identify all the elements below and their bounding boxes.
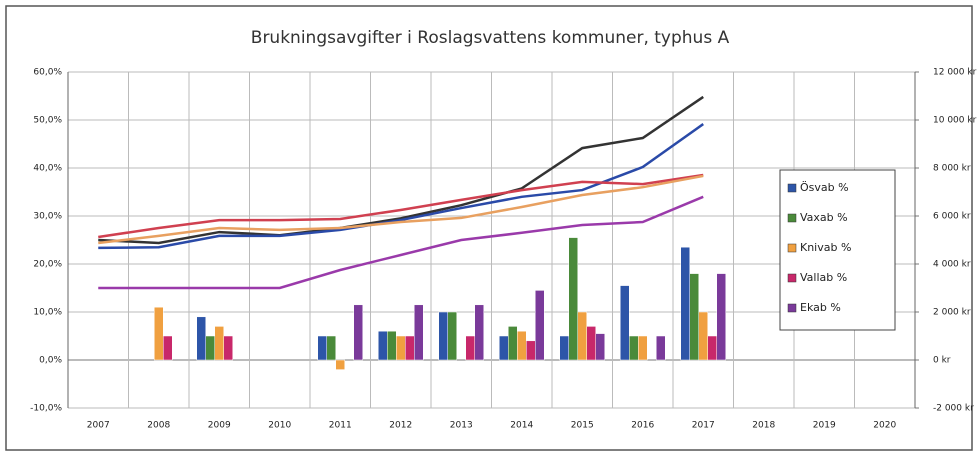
bar [223, 335, 233, 361]
legend-label: Knivab % [800, 241, 851, 254]
bar [517, 330, 527, 361]
x-tick-label: 2014 [510, 421, 533, 431]
y2-tick-label: 10 000 kr [933, 116, 977, 126]
bar [689, 273, 699, 361]
bar [438, 311, 448, 361]
bar [353, 304, 363, 361]
y-tick-label: 20,0% [33, 260, 62, 270]
bar [638, 335, 648, 361]
y-tick-label: 0,0% [39, 356, 62, 366]
bar [205, 335, 215, 361]
bar [508, 326, 518, 361]
y-tick-label: -10,0% [30, 404, 62, 414]
y2-tick-label: 0 kr [933, 356, 951, 366]
x-tick-label: 2010 [268, 421, 291, 431]
chart-title: Brukningsavgifter i Roslagsvattens kommu… [251, 28, 730, 48]
x-tick-label: 2007 [87, 421, 110, 431]
bar [595, 333, 605, 361]
y2-tick-label: -2 000 kr [933, 404, 974, 414]
bar [465, 335, 475, 361]
line [98, 95, 704, 245]
x-tick-label: 2019 [813, 421, 836, 431]
legend-swatch [787, 183, 797, 193]
bar [707, 335, 717, 361]
legend-swatch [787, 213, 797, 223]
line [98, 174, 704, 245]
x-tick-label: 2009 [208, 421, 231, 431]
x-tick-label: 2020 [873, 421, 896, 431]
x-tick-label: 2013 [450, 421, 473, 431]
bar [335, 359, 345, 370]
x-tick-label: 2012 [389, 421, 412, 431]
bar [568, 237, 578, 361]
line [98, 173, 704, 239]
bar [586, 326, 596, 361]
legend-swatch [787, 273, 797, 283]
bar [698, 311, 708, 361]
line [98, 195, 704, 290]
bar [378, 330, 388, 361]
y-tick-label: 60,0% [33, 68, 62, 78]
y-tick-label: 50,0% [33, 116, 62, 126]
x-tick-label: 2018 [752, 421, 775, 431]
bar [535, 290, 545, 361]
bar [326, 335, 336, 361]
x-tick-label: 2017 [692, 421, 715, 431]
bar [577, 311, 587, 361]
legend-label: Vallab % [800, 271, 847, 284]
bar [474, 304, 484, 361]
x-tick-label: 2008 [147, 421, 170, 431]
x-tick-label: 2016 [631, 421, 654, 431]
y-tick-label: 40,0% [33, 164, 62, 174]
y2-tick-label: 8 000 kr [933, 164, 971, 174]
y2-tick-label: 6 000 kr [933, 212, 971, 222]
legend-label: Ekab % [800, 301, 841, 314]
y2-tick-label: 2 000 kr [933, 308, 971, 318]
x-tick-label: 2011 [329, 421, 352, 431]
y2-tick-label: 12 000 kr [933, 68, 977, 78]
bar [499, 335, 509, 361]
bar [214, 326, 224, 361]
y-tick-label: 30,0% [33, 212, 62, 222]
y2-tick-label: 4 000 kr [933, 260, 971, 270]
legend-swatch [787, 303, 797, 313]
x-tick-label: 2015 [571, 421, 594, 431]
bar [620, 285, 630, 361]
legend-swatch [787, 243, 797, 253]
bar [396, 335, 406, 361]
bar [317, 335, 327, 361]
y-tick-label: 10,0% [33, 308, 62, 318]
bar [414, 304, 424, 361]
bar [680, 246, 690, 361]
legend-label: Vaxab % [800, 211, 848, 224]
bar [163, 335, 173, 361]
bar [196, 316, 206, 361]
legend-label: Ösvab % [800, 181, 849, 194]
legend-box [779, 169, 896, 331]
bar [559, 335, 569, 361]
bar [629, 335, 639, 361]
bar [154, 306, 164, 361]
bar [716, 273, 726, 361]
bar [387, 330, 397, 361]
bar [656, 335, 666, 361]
bar [405, 335, 415, 361]
bar [447, 311, 457, 361]
bar [526, 340, 536, 361]
